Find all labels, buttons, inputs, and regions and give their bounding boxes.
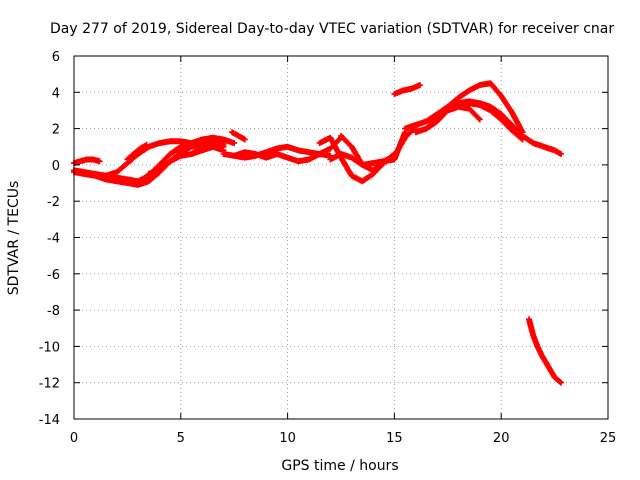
y-tick-label: -4 [47,232,60,247]
y-tick-label: -14 [39,413,60,428]
y-tick-label: 2 [52,123,60,138]
series-arc-19 [526,316,564,386]
x-tick-label: 5 [177,431,185,446]
series-arc-7 [188,134,227,157]
y-tick-label: 6 [52,50,60,65]
series-markers [444,100,526,143]
x-axis-title: GPS time / hours [281,458,398,474]
series-markers [229,129,248,143]
series-arc-13 [338,123,419,174]
y-tick-label: -2 [47,195,60,210]
series-arc-18 [444,100,526,143]
series-markers [338,123,419,174]
series-markers [391,82,423,98]
data-series [71,80,564,386]
series-markers [124,141,150,163]
x-tick-label: 10 [279,431,296,446]
y-tick-label: -12 [39,377,60,392]
x-tick-label: 0 [70,431,78,446]
y-tick-label: -8 [47,304,60,319]
y-tick-label: -10 [39,340,60,355]
y-tick-label: 0 [52,159,60,174]
series-arc-5 [124,141,150,163]
series-arc-14 [391,82,423,98]
x-tick-label: 20 [493,431,510,446]
axes: 0 5 10 15 20 25 -14 -12 -10 -8 -6 -4 -2 0 2 4 6 [39,50,617,446]
series-arc-8 [229,129,248,143]
y-axis-title: SDTVAR / TECUs [6,181,22,296]
chart-title: Day 277 of 2019, Sidereal Day-to-day VTE… [50,21,614,37]
series-markers [526,316,564,386]
x-tick-label: 25 [600,431,617,446]
x-tick-label: 15 [386,431,403,446]
y-tick-label: 4 [52,86,60,101]
y-tick-label: -6 [47,268,60,283]
series-markers [188,134,227,157]
grid [74,56,608,419]
